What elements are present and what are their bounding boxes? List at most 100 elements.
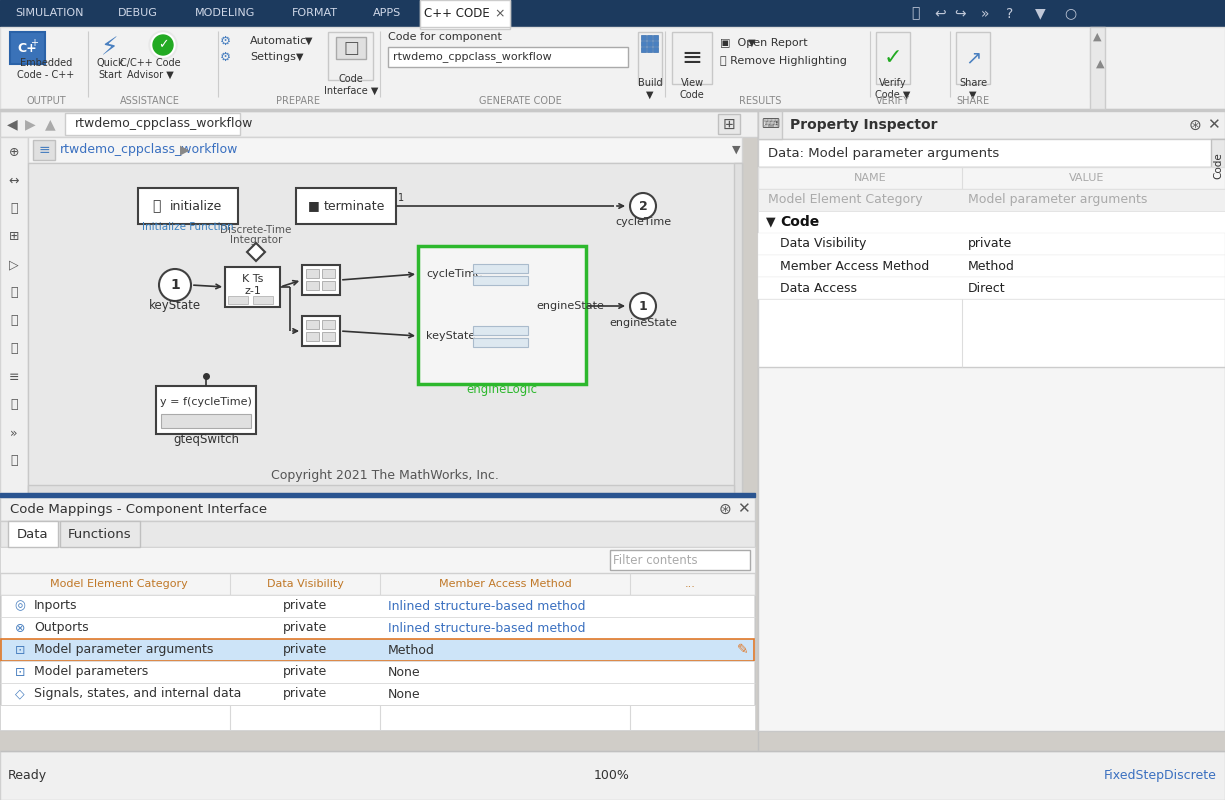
Bar <box>758 167 1225 189</box>
Text: APPS: APPS <box>374 9 402 18</box>
Text: ⊞: ⊞ <box>723 117 735 131</box>
Bar <box>1090 27 1105 109</box>
Text: ▼: ▼ <box>296 52 304 62</box>
Bar <box>1 661 755 683</box>
Bar <box>0 109 1225 111</box>
Text: Settings: Settings <box>250 52 296 62</box>
Bar <box>1212 139 1225 194</box>
Text: VALUE: VALUE <box>1068 173 1104 183</box>
Bar <box>758 111 1225 139</box>
Text: ⊡: ⊡ <box>15 643 26 657</box>
Text: Copyright 2021 The MathWorks, Inc.: Copyright 2021 The MathWorks, Inc. <box>271 469 499 482</box>
Text: ×: × <box>495 7 505 20</box>
Bar <box>28 485 734 493</box>
Text: ▣  Open Report: ▣ Open Report <box>720 38 807 48</box>
Text: ⊛: ⊛ <box>719 502 731 517</box>
Bar <box>610 550 750 570</box>
Text: SIMULATION: SIMULATION <box>16 9 85 18</box>
Text: 100%: 100% <box>594 769 630 782</box>
Bar <box>1 595 755 617</box>
Text: private: private <box>283 643 327 657</box>
Text: ▲: ▲ <box>44 117 55 131</box>
Text: Code: Code <box>780 215 820 229</box>
Text: ▷: ▷ <box>10 258 18 271</box>
Bar <box>0 493 755 497</box>
Text: ⊗: ⊗ <box>15 622 26 634</box>
Text: Method: Method <box>388 643 435 657</box>
Text: None: None <box>388 666 420 678</box>
Text: Filter contents: Filter contents <box>612 554 697 566</box>
Bar <box>418 246 586 384</box>
Bar <box>758 233 1225 255</box>
Bar <box>306 320 318 329</box>
Text: 1: 1 <box>170 278 180 292</box>
Text: ⬛: ⬛ <box>911 6 919 21</box>
Text: K Ts: K Ts <box>241 274 263 284</box>
Text: ⬜: ⬜ <box>10 286 17 299</box>
Text: Inports: Inports <box>34 599 77 613</box>
Bar <box>647 47 652 52</box>
Text: rtwdemo_cppclass_workflow: rtwdemo_cppclass_workflow <box>60 143 239 157</box>
Circle shape <box>149 31 176 59</box>
Text: ≡: ≡ <box>38 143 50 157</box>
Text: cycleTime: cycleTime <box>426 269 483 279</box>
Text: C+: C+ <box>17 42 37 54</box>
Bar <box>758 167 1225 367</box>
Text: Signals, states, and internal data: Signals, states, and internal data <box>34 687 241 701</box>
Text: 1: 1 <box>398 193 404 203</box>
Circle shape <box>153 35 173 55</box>
Bar <box>758 111 782 139</box>
Text: »: » <box>981 6 990 21</box>
Bar <box>1 639 755 661</box>
Text: ⊡: ⊡ <box>15 666 26 678</box>
Bar <box>156 386 256 434</box>
Bar <box>388 47 628 67</box>
Text: 1: 1 <box>638 299 647 313</box>
Bar <box>10 32 45 64</box>
Text: ↩: ↩ <box>935 6 946 21</box>
Bar <box>653 41 658 46</box>
Text: keyState: keyState <box>149 298 201 311</box>
Text: Verify
Code ▼: Verify Code ▼ <box>876 78 910 100</box>
Bar <box>420 0 510 27</box>
Text: rtwdemo_cppclass_workflow: rtwdemo_cppclass_workflow <box>393 51 551 62</box>
Text: engineState: engineState <box>609 318 677 328</box>
Bar <box>734 163 742 493</box>
Text: 🔍: 🔍 <box>10 202 17 215</box>
Text: ⊛: ⊛ <box>1188 118 1202 133</box>
Text: ◀: ◀ <box>6 117 17 131</box>
Bar <box>758 139 1225 167</box>
Bar <box>306 281 318 290</box>
Bar <box>33 140 55 160</box>
Text: Member Access Method: Member Access Method <box>780 259 930 273</box>
Text: ▼: ▼ <box>766 215 775 229</box>
Text: NAME: NAME <box>854 173 886 183</box>
Text: ◇: ◇ <box>15 687 24 701</box>
Bar <box>653 47 658 52</box>
Text: Automatic: Automatic <box>250 36 307 46</box>
Bar <box>420 0 510 29</box>
Text: OUTPUT: OUTPUT <box>26 96 66 106</box>
Text: Quick
Start: Quick Start <box>97 58 124 80</box>
Text: Inlined structure-based method: Inlined structure-based method <box>388 599 586 613</box>
Text: Code Mappings - Component Interface: Code Mappings - Component Interface <box>10 502 267 515</box>
Bar <box>638 32 662 84</box>
Text: ✓: ✓ <box>158 38 168 51</box>
Text: y = f(cycleTime): y = f(cycleTime) <box>160 397 252 407</box>
Text: ■: ■ <box>309 199 320 213</box>
Bar <box>322 281 334 290</box>
Bar <box>60 521 140 547</box>
Text: VERIFY: VERIFY <box>876 96 910 106</box>
Bar <box>254 296 273 304</box>
Text: ?: ? <box>1007 6 1013 21</box>
Text: Model Element Category: Model Element Category <box>50 579 187 589</box>
Bar <box>653 35 658 40</box>
Bar <box>328 32 372 80</box>
Bar <box>0 497 755 521</box>
Text: FixedStepDiscrete: FixedStepDiscrete <box>1104 769 1216 782</box>
Text: ⚙: ⚙ <box>219 34 230 47</box>
Text: Data: Model parameter arguments: Data: Model parameter arguments <box>768 146 1000 159</box>
Text: ▼: ▼ <box>305 36 312 46</box>
Bar <box>0 0 1225 27</box>
Bar <box>0 497 755 730</box>
